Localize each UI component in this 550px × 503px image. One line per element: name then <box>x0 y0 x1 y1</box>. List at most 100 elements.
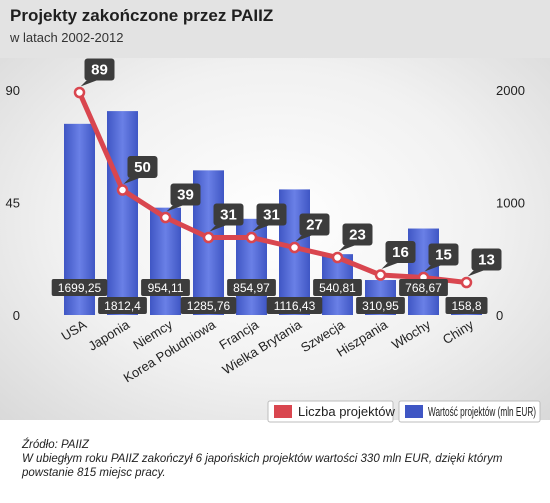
bar-label-value: 954,11 <box>148 281 184 295</box>
line-point <box>374 269 387 281</box>
callout-box <box>299 213 330 236</box>
bar-data-label: 1285,76 <box>180 297 237 314</box>
left-axis-tick-label: 90 <box>6 83 20 98</box>
callout-pointer <box>123 178 140 184</box>
bar-label-value: 1285,76 <box>187 299 231 313</box>
bar-data-label: 158,8 <box>445 297 488 314</box>
callout-box <box>471 248 502 271</box>
category-label: Włochy <box>389 317 434 353</box>
category-label: Chiny <box>440 317 477 348</box>
bar-label-value: 1116,43 <box>274 299 316 313</box>
bar <box>150 207 181 315</box>
callout-box <box>170 183 201 206</box>
bar-data-label: 768,67 <box>399 279 448 296</box>
callout-box <box>84 58 115 81</box>
combo-chart: 0 45 90 0 1000 2000 89 50 39 31 31 27 23 16 15 13 1699,2… <box>6 58 541 423</box>
line-data-label: 23 <box>338 223 373 252</box>
chart-footer: Źródło: PAIIZ W ubiegłym roku PAIIZ zako… <box>22 438 537 480</box>
bar <box>107 111 138 315</box>
callout-value: 39 <box>177 187 194 204</box>
callout-pointer <box>166 205 183 212</box>
bar-label-box <box>266 297 323 314</box>
bar-label-value: 158,8 <box>451 299 481 313</box>
callout-value: 27 <box>306 217 323 234</box>
bar-label-box <box>51 279 108 296</box>
callout-pointer <box>338 245 355 252</box>
callout-value: 16 <box>392 244 409 261</box>
line-data-label: 13 <box>467 248 502 277</box>
footnote: W ubiegłym roku PAIIZ zakończył 6 japońs… <box>22 453 503 479</box>
line-data-label: 39 <box>166 183 201 212</box>
chart-header: Projekty zakończone przez PAIIZ w latach… <box>0 0 550 58</box>
right-axis-tick-label: 0 <box>496 308 503 323</box>
line-point <box>331 251 344 264</box>
line-point <box>288 241 301 254</box>
category-label: USA <box>58 317 89 344</box>
callout-pointer <box>295 235 312 242</box>
line-point <box>460 276 473 289</box>
bar-label-value: 540,81 <box>319 281 356 295</box>
line-data-label: 31 <box>209 203 244 232</box>
legend-item-box <box>398 400 541 423</box>
bar-label-box <box>180 297 237 314</box>
bar-label-value: 1812,4 <box>104 299 141 313</box>
bar-data-label: 1699,25 <box>51 279 108 296</box>
callout-value: 31 <box>263 207 280 224</box>
bar-label-box <box>141 279 190 296</box>
bar-data-label: 1116,43 <box>266 297 323 314</box>
source-note: Źródło: PAIIZ <box>22 439 89 451</box>
callout-pointer <box>209 225 226 232</box>
chart-title: Projekty zakończone przez PAIIZ <box>10 6 274 25</box>
legend-label: Liczba projektów <box>298 404 395 419</box>
bar-label-value: 1699,25 <box>58 281 102 295</box>
category-label: Japonia <box>86 316 133 353</box>
legend-label: Wartość projektów (mln EUR) <box>428 404 536 419</box>
bar-label-box <box>445 297 488 314</box>
callout-pointer <box>467 270 484 277</box>
line-data-label: 27 <box>295 213 330 242</box>
callout-value: 15 <box>435 247 452 264</box>
right-axis-tick-label: 2000 <box>496 83 525 98</box>
bar-label-box <box>313 279 362 296</box>
callout-pointer <box>80 80 97 87</box>
bar-label-value: 854,97 <box>233 281 270 295</box>
legend-swatch-bar <box>405 405 423 418</box>
bar-label-value: 768,67 <box>405 281 442 295</box>
bar-label-value: 310,95 <box>362 299 399 313</box>
bar-label-box <box>98 297 147 314</box>
line-point <box>245 231 258 244</box>
line-point <box>116 184 129 196</box>
bar-data-label: 540,81 <box>313 279 362 296</box>
right-axis-tick-label: 1000 <box>496 196 525 211</box>
callout-value: 89 <box>91 62 108 79</box>
callout-pointer <box>252 225 269 232</box>
line-point <box>159 211 172 224</box>
legend-swatch-line <box>274 405 292 418</box>
line-data-label: 89 <box>80 58 115 87</box>
callout-box <box>213 203 244 226</box>
callout-box <box>385 241 416 263</box>
line-point <box>202 231 215 244</box>
callout-pointer <box>381 263 398 269</box>
left-axis-tick-label: 0 <box>13 308 20 323</box>
bar-data-label: 310,95 <box>356 297 405 314</box>
bar-data-label: 854,97 <box>227 279 276 296</box>
line-data-label: 31 <box>252 203 287 232</box>
callout-box <box>342 223 373 246</box>
callout-box <box>428 243 459 266</box>
bar-label-box <box>227 279 276 296</box>
callout-value: 13 <box>478 252 495 269</box>
callout-box <box>256 203 287 226</box>
line-data-label: 16 <box>381 241 416 269</box>
line-data-label: 50 <box>123 156 158 184</box>
line-series <box>77 90 469 285</box>
bar-data-label: 954,11 <box>141 279 190 296</box>
line-data-label: 15 <box>424 243 459 272</box>
bar-label-box <box>399 279 448 296</box>
chart-subtitle: w latach 2002-2012 <box>10 30 124 45</box>
callout-value: 31 <box>220 207 237 224</box>
callout-value: 50 <box>134 159 151 176</box>
legend-item-box <box>267 400 394 423</box>
line-point <box>73 86 86 99</box>
legend: Liczba projektów Wartość projektów (mln E… <box>267 400 541 423</box>
